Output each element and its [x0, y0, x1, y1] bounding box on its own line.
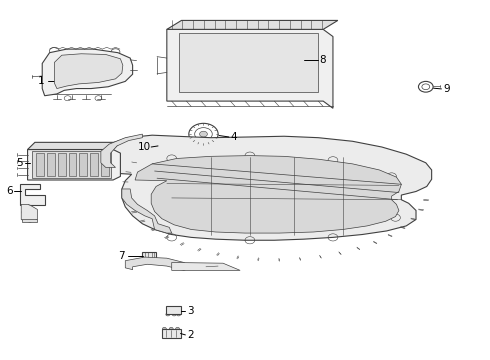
Polygon shape	[36, 153, 44, 176]
Polygon shape	[101, 153, 109, 176]
Text: 4: 4	[230, 132, 237, 142]
Polygon shape	[32, 151, 111, 178]
Text: 10: 10	[138, 142, 151, 152]
Circle shape	[199, 131, 207, 137]
Circle shape	[162, 327, 166, 330]
Text: 7: 7	[119, 251, 125, 261]
Polygon shape	[122, 189, 172, 233]
Polygon shape	[166, 306, 180, 315]
Polygon shape	[172, 262, 240, 270]
Circle shape	[166, 313, 170, 316]
Polygon shape	[47, 153, 55, 176]
Polygon shape	[79, 153, 87, 176]
Text: 1: 1	[37, 76, 44, 86]
Polygon shape	[20, 184, 45, 205]
Circle shape	[169, 327, 173, 330]
Polygon shape	[21, 204, 37, 222]
Polygon shape	[101, 134, 143, 167]
Polygon shape	[125, 257, 190, 270]
Polygon shape	[27, 149, 121, 180]
Circle shape	[185, 51, 212, 72]
Circle shape	[175, 327, 179, 330]
Polygon shape	[58, 153, 66, 176]
Polygon shape	[179, 33, 318, 92]
Polygon shape	[135, 156, 401, 233]
Polygon shape	[167, 21, 338, 30]
Polygon shape	[42, 49, 133, 96]
Text: 3: 3	[187, 306, 194, 316]
Text: 6: 6	[6, 186, 13, 197]
Text: 5: 5	[16, 158, 23, 168]
Polygon shape	[69, 153, 76, 176]
Polygon shape	[162, 329, 180, 338]
Polygon shape	[143, 252, 156, 260]
Polygon shape	[54, 54, 123, 89]
Circle shape	[172, 313, 176, 316]
Circle shape	[176, 313, 180, 316]
Circle shape	[156, 144, 160, 148]
Polygon shape	[167, 30, 333, 108]
Text: 2: 2	[187, 330, 194, 340]
Polygon shape	[101, 135, 432, 240]
Polygon shape	[22, 219, 37, 222]
Polygon shape	[27, 142, 121, 149]
Text: 9: 9	[443, 84, 450, 94]
Polygon shape	[90, 153, 98, 176]
Text: 8: 8	[319, 55, 325, 65]
